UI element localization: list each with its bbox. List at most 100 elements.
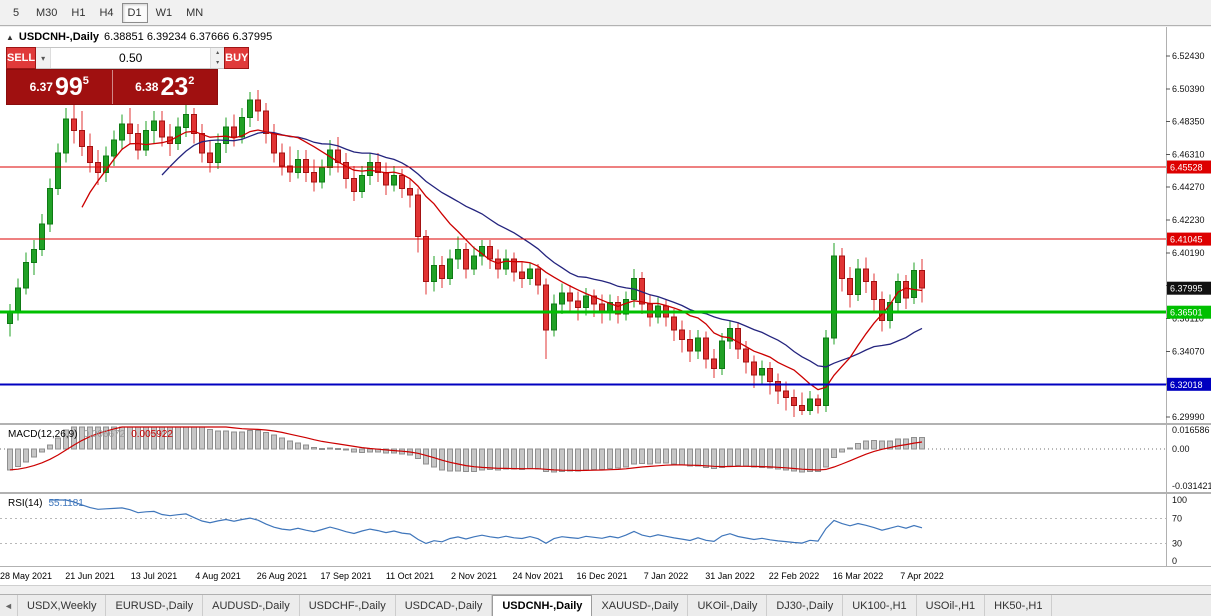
rsi-axis-label: 0: [1172, 556, 1177, 566]
volume-spinner: ▴ ▾: [210, 48, 225, 68]
svg-text:6.40190: 6.40190: [1172, 248, 1205, 258]
rsi-panel: 100 70 30 0 RSI(14) 55.1181: [0, 492, 1211, 566]
rsi-chart[interactable]: 100 70 30 0: [0, 494, 1211, 566]
buy-button[interactable]: BUY: [224, 47, 250, 69]
date-label: 22 Feb 2022: [768, 571, 820, 581]
svg-text:6.32018: 6.32018: [1170, 380, 1203, 390]
period-button-w1[interactable]: W1: [150, 3, 179, 23]
period-button-h1[interactable]: H1: [65, 3, 91, 23]
macd-histogram: [7, 426, 925, 473]
date-label: 26 Aug 2021: [256, 571, 308, 581]
period-button-mn[interactable]: MN: [180, 3, 209, 23]
volume-input[interactable]: [51, 48, 211, 68]
chart-tab-ukoil-daily[interactable]: UKOil-,Daily: [688, 595, 768, 616]
chart-tab-usdx-weekly[interactable]: USDX,Weekly: [18, 595, 107, 616]
date-label: 16 Mar 2022: [832, 571, 884, 581]
tabs-scroll-left-button[interactable]: ◄: [0, 595, 18, 616]
price-tag-6.41045: 6.41045: [1167, 232, 1211, 246]
chart-title: ▲ USDCNH-,Daily 6.38851 6.39234 6.37666 …: [6, 31, 272, 43]
price-chart[interactable]: 6.52430 6.50390 6.48350 6.46310 6.44270 6.422…: [0, 27, 1211, 423]
rsi-line: [50, 499, 923, 545]
macd-chart[interactable]: 0.016586 0.00 -0.031421: [0, 425, 1211, 492]
volume-dropdown-button[interactable]: ▾: [36, 48, 52, 68]
svg-text:6.50390: 6.50390: [1172, 84, 1205, 94]
period-button-5[interactable]: 5: [4, 3, 28, 23]
price-tag-6.45528: 6.45528: [1167, 160, 1211, 174]
chart-tab-usdchf-daily[interactable]: USDCHF-,Daily: [300, 595, 396, 616]
trade-panel-controls: SELL ▾ ▴ ▾ BUY: [6, 47, 250, 69]
date-label: 21 Jun 2021: [65, 571, 115, 581]
volume-control: ▾ ▴ ▾: [36, 47, 225, 69]
date-label: 16 Dec 2021: [576, 571, 628, 581]
rsi-axis-label: 70: [1172, 514, 1182, 524]
macd-axis-label: 0.00: [1172, 444, 1190, 454]
rsi-name: RSI(14): [8, 498, 43, 509]
price-tag-6.37995: 6.37995: [1167, 281, 1211, 295]
time-axis: 28 May 2021 21 Jun 2021 13 Jul 2021 4 Aug 2…: [0, 566, 1211, 585]
svg-text:6.48350: 6.48350: [1172, 117, 1205, 127]
period-button-h4[interactable]: H4: [93, 3, 119, 23]
volume-decrease-button[interactable]: ▾: [210, 58, 225, 68]
date-label: 24 Nov 2021: [512, 571, 564, 581]
macd-name: MACD(12,26,9): [8, 429, 78, 440]
period-button-m30[interactable]: M30: [30, 3, 63, 23]
macd-label: MACD(12,26,9) 0.006672 0.005922: [8, 429, 173, 440]
chart-ohlc-values: 6.38851 6.39234 6.37666 6.37995: [104, 31, 273, 43]
chart-symbol-label: USDCNH-,Daily: [18, 31, 99, 43]
chart-tab-eurusd-daily[interactable]: EURUSD-,Daily: [106, 595, 204, 616]
chart-tab-usoil-h1[interactable]: USOil-,H1: [917, 595, 986, 616]
rsi-value: 55.1181: [48, 498, 84, 509]
macd-signal-line: [9, 426, 923, 472]
candles-layer: [7, 90, 925, 417]
chart-tabs-bar: ◄ USDX,Weekly EURUSD-,Daily AUDUSD-,Daily US…: [0, 594, 1211, 616]
svg-text:6.46310: 6.46310: [1172, 149, 1205, 159]
bid-prefix: 6.37: [29, 80, 53, 94]
date-label: 11 Oct 2021: [385, 571, 435, 581]
svg-text:6.36501: 6.36501: [1170, 308, 1203, 318]
timeframe-toolbar: 5 M30 H1 H4 D1 W1 MN: [0, 0, 1211, 26]
svg-text:6.34070: 6.34070: [1172, 346, 1205, 356]
date-label: 4 Aug 2021: [195, 571, 241, 581]
chart-tab-usdcad-daily[interactable]: USDCAD-,Daily: [396, 595, 493, 616]
horizontal-scrollbar[interactable]: [0, 585, 1211, 594]
date-label: 31 Jan 2022: [705, 571, 755, 581]
ask-price-display: 6.38 23 2: [111, 70, 218, 104]
svg-text:6.52430: 6.52430: [1172, 51, 1205, 61]
ask-pip-digit: 2: [188, 75, 195, 87]
bid-price-display: 6.37 99 5: [7, 70, 112, 104]
svg-text:6.37995: 6.37995: [1170, 284, 1203, 294]
macd-axis-label: -0.031421: [1172, 481, 1211, 491]
chart-tab-audusd-daily[interactable]: AUDUSD-,Daily: [203, 595, 300, 616]
svg-text:6.29990: 6.29990: [1172, 412, 1205, 422]
price-tag-6.36501: 6.36501: [1167, 305, 1211, 319]
chart-tab-uk100-h1[interactable]: UK100-,H1: [843, 595, 917, 616]
macd-panel: 0.016586 0.00 -0.031421 MACD(12,26,9) 0.00…: [0, 423, 1211, 492]
date-label: 13 Jul 2021: [130, 571, 178, 581]
chart-tab-usdcnh-daily[interactable]: USDCNH-,Daily: [492, 595, 593, 616]
sell-button[interactable]: SELL: [6, 47, 37, 69]
date-label: 17 Sep 2021: [320, 571, 372, 581]
svg-text:6.44270: 6.44270: [1172, 182, 1205, 192]
period-button-d1[interactable]: D1: [121, 2, 148, 23]
price-tag-6.32018: 6.32018: [1167, 377, 1211, 391]
svg-text:6.45528: 6.45528: [1170, 163, 1203, 173]
bid-pip-digit: 5: [82, 75, 89, 87]
quote-display: 6.37 99 5 6.38 23 2: [6, 69, 218, 105]
date-label: 28 May 2021: [0, 571, 53, 581]
volume-increase-button[interactable]: ▴: [210, 48, 225, 58]
rsi-axis-label: 30: [1172, 538, 1182, 548]
one-click-trading-panel: SELL ▾ ▴ ▾ BUY 6.37 99 5 6: [6, 47, 250, 105]
chart-tab-dj30-daily[interactable]: DJ30-,Daily: [767, 595, 844, 616]
macd-main-value: 0.006672: [83, 429, 126, 440]
macd-axis-label: 0.016586: [1172, 425, 1210, 435]
collapse-arrow-icon[interactable]: ▲: [6, 32, 14, 42]
bid-big-digits: 99: [54, 72, 83, 101]
date-label: 7 Jan 2022: [643, 571, 689, 581]
svg-text:6.41045: 6.41045: [1170, 235, 1203, 245]
date-label: 2 Nov 2021: [450, 571, 498, 581]
chart-tab-xauusd-daily[interactable]: XAUUSD-,Daily: [592, 595, 689, 616]
date-label: 7 Apr 2022: [900, 571, 944, 581]
chart-tab-hk50-h1[interactable]: HK50-,H1: [985, 595, 1053, 616]
rsi-label: RSI(14) 55.1181: [8, 498, 84, 509]
